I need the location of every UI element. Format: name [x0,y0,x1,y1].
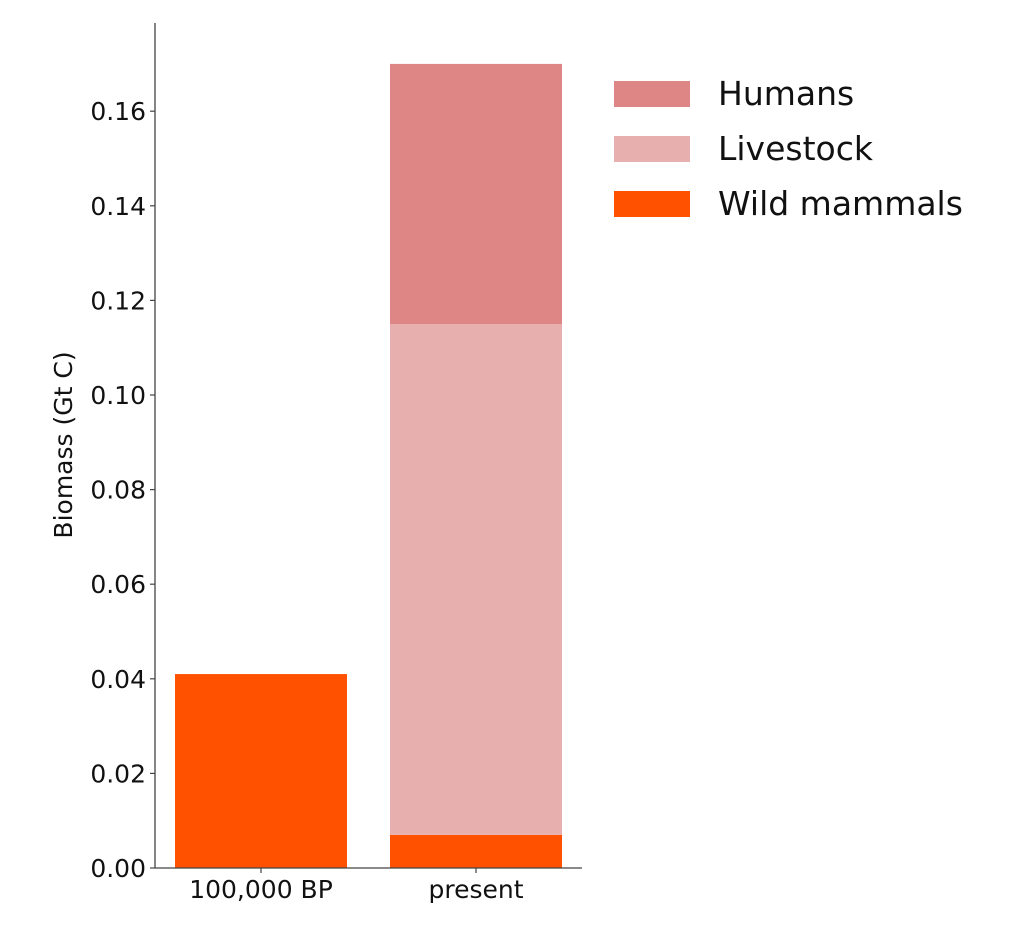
y-tick-label: 0.08 [90,476,146,505]
y-tick-label: 0.04 [90,665,146,694]
y-axis-title: Biomass (Gt C) [49,351,78,538]
x-ticks: 100,000 BP present [189,868,524,904]
legend-label-humans: Humans [718,74,855,113]
y-tick-label: 0.00 [90,854,146,883]
bar-segment-livestock-present [390,324,562,835]
legend-label-wild-mammals: Wild mammals [718,184,963,223]
y-tick-label: 0.06 [90,570,146,599]
bar-segment-humans-present [390,63,562,325]
y-tick-label: 0.14 [90,192,146,221]
legend-item-livestock: Livestock [614,121,963,176]
legend-swatch-livestock [614,135,690,162]
legend-item-humans: Humans [614,66,963,121]
legend: Humans Livestock Wild mammals [614,66,963,231]
y-tick-label: 0.16 [90,97,146,126]
y-tick-label: 0.12 [90,286,146,315]
x-tick-label: 100,000 BP [189,875,333,904]
y-tick-label: 0.10 [90,381,146,410]
legend-swatch-wild-mammals [614,190,690,217]
bar-segment-wild-mammals-100000-bp [175,674,347,868]
legend-item-wild-mammals: Wild mammals [614,176,963,231]
legend-label-livestock: Livestock [718,129,873,168]
y-tick-label: 0.02 [90,759,146,788]
bars-group [175,63,562,868]
y-ticks: 0.00 0.02 0.04 0.06 0.08 0.10 0.12 0.14 0.16 [90,97,155,883]
bar-segment-wild-mammals-present [390,834,562,868]
legend-swatch-humans [614,80,690,107]
x-tick-label: present [428,875,523,904]
